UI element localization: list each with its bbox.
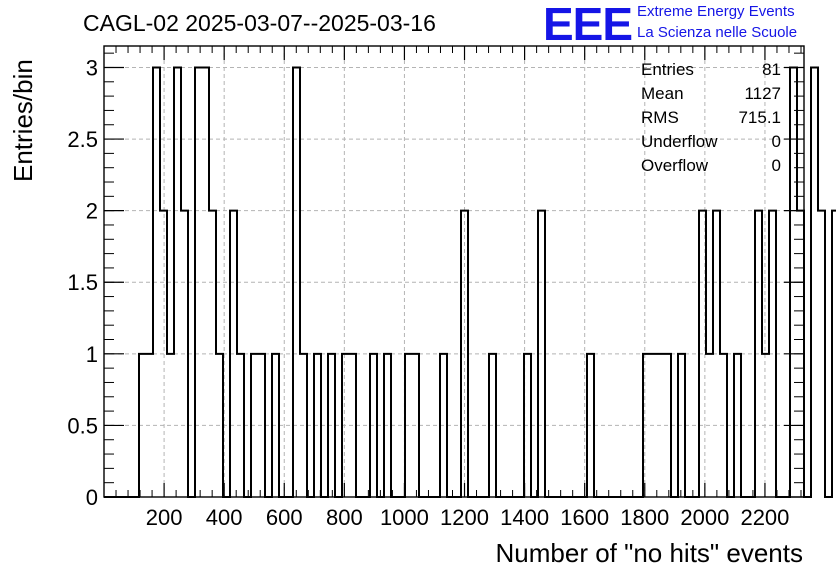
x-tick-label: 400 [206,505,243,530]
x-tick-label: 2200 [740,505,789,530]
stats-value: 0 [771,132,781,151]
grid-lines [104,46,804,497]
tick-labels: 0 0.5 1 1.5 2 2.5 3 200 400 600 800 1000 1200 1400 160… [67,55,789,530]
stats-value: 1127 [744,84,781,103]
x-tick-label: 1200 [440,505,489,530]
stats-label: Entries [641,60,694,79]
stats-box: Entries 81 Mean 1127 RMS 715.1 Underflow 0 O… [641,58,781,178]
logo-text-line1: Extreme Energy Events [637,3,795,20]
y-tick-label: 1 [86,342,98,367]
histogram-outline [104,66,836,498]
stats-row-rms: RMS 715.1 [641,106,781,130]
x-tick-label: 1400 [500,505,549,530]
y-axis-label: Entries/bin [8,59,38,182]
stats-row-entries: Entries 81 [641,58,781,82]
chart-title: CAGL-02 2025-03-07--2025-03-16 [83,10,436,36]
y-tick-label: 0.5 [67,413,98,438]
stats-label: Mean [641,84,684,103]
stats-label: Overflow [641,156,709,175]
histogram-series [104,66,836,498]
x-tick-label: 1000 [380,505,429,530]
x-tick-label: 1600 [560,505,609,530]
stats-row-overflow: Overflow 0 [641,154,781,178]
stats-row-underflow: Underflow 0 [641,130,781,154]
y-tick-label: 2.5 [67,127,98,152]
stats-value: 81 [762,60,781,79]
y-tick-label: 2 [86,199,98,224]
x-tick-label: 2000 [680,505,729,530]
stats-label: Underflow [641,132,718,151]
x-tick-label: 800 [326,505,363,530]
logo-text-line2: La Scienza nelle Scuole [637,24,798,41]
axis-ticks [104,46,804,498]
stats-row-mean: Mean 1127 [641,82,781,106]
eee-logo: EEE [543,0,633,50]
x-axis-label: Number of "no hits" events [495,538,804,568]
plot-frame [103,45,805,498]
y-tick-label: 3 [86,55,98,80]
stats-label: RMS [641,108,679,127]
y-tick-label: 0 [86,485,98,510]
x-tick-label: 1800 [620,505,669,530]
x-tick-label: 200 [146,505,183,530]
stats-value: 0 [771,156,781,175]
stats-value: 715.1 [738,108,781,127]
x-tick-label: 600 [266,505,303,530]
y-tick-label: 1.5 [67,270,98,295]
